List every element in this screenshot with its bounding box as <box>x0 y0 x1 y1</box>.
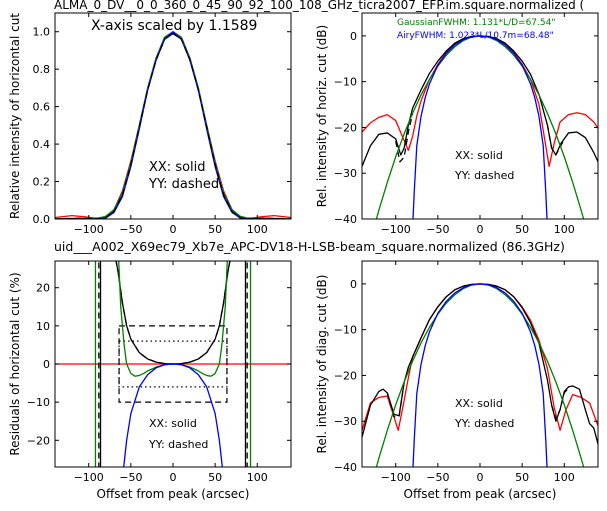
y-tick-label: 1.0 <box>33 26 51 39</box>
x-tick-label: −50 <box>119 471 142 484</box>
plot-area <box>362 283 598 467</box>
x-axis-label: Offset from peak (arcsec) <box>404 487 557 501</box>
y-tick-label: −30 <box>334 415 357 428</box>
y-tick-label: −30 <box>334 167 357 180</box>
scale-note: X-axis scaled by 1.1589 <box>91 18 257 34</box>
y-tick-label: −10 <box>334 324 357 337</box>
x-tick-label: 50 <box>208 471 222 484</box>
y-tick-label: 0 <box>43 358 50 371</box>
y-tick-label: −20 <box>334 121 357 134</box>
x-tick-label: 0 <box>170 471 177 484</box>
series-line-3 <box>546 125 565 156</box>
series-line-5 <box>412 283 548 467</box>
y-tick-label: 0 <box>350 30 357 43</box>
figure-title: ALMA_0_DV__0_0_360_0_45_90_92_100_108_GH… <box>54 0 584 12</box>
axes-frame <box>361 260 599 468</box>
series-line-3 <box>55 31 291 219</box>
y-tick-label: 20 <box>36 282 50 295</box>
series-line-3 <box>123 363 223 467</box>
x-tick-label: 0 <box>170 223 177 236</box>
style-annotation: YY: dashed <box>148 177 219 192</box>
style-annotation: XX: solid <box>149 417 197 430</box>
plot-area <box>362 35 598 219</box>
x-tick-label: −50 <box>426 223 449 236</box>
y-axis-label: Relative intensity of horizontal cut <box>8 13 22 219</box>
y-tick-label: 0 <box>350 278 357 291</box>
series-line-3 <box>551 387 569 420</box>
x-tick-label: 0 <box>477 223 484 236</box>
x-tick-label: 100 <box>247 223 268 236</box>
series-line-1 <box>115 261 231 365</box>
style-annotation: YY: dashed <box>454 169 514 182</box>
plot-area <box>55 261 291 467</box>
x-tick-label: −50 <box>426 471 449 484</box>
y-tick-label: 0.4 <box>33 138 51 151</box>
series-line-2 <box>386 382 405 418</box>
x-axis-label: Offset from peak (arcsec) <box>97 487 250 501</box>
style-annotation: XX: solid <box>149 160 206 175</box>
legend-entry: GaussianFWHM: 1.131*L/D=67.54" <box>397 18 555 28</box>
x-tick-label: 100 <box>554 223 575 236</box>
y-tick-label: −10 <box>27 396 50 409</box>
series-line-2 <box>395 113 414 163</box>
y-tick-label: 0.6 <box>33 101 51 114</box>
x-tick-label: −100 <box>74 471 104 484</box>
y-tick-label: −40 <box>334 213 357 226</box>
series-line-0 <box>115 261 231 365</box>
x-tick-label: −100 <box>381 223 411 236</box>
axes-frame <box>361 12 599 220</box>
x-tick-label: 50 <box>515 471 529 484</box>
y-tick-label: 10 <box>36 320 50 333</box>
y-axis-label: Rel. intensity of diag. cut (dB) <box>315 275 329 454</box>
y-tick-label: 0.8 <box>33 63 51 76</box>
series-line-5 <box>412 35 548 219</box>
x-tick-label: 0 <box>477 471 484 484</box>
y-axis-label: Residuals of horizontal cut (%) <box>8 272 22 455</box>
x-tick-label: −100 <box>74 223 104 236</box>
threshold-box-dotted <box>118 340 228 388</box>
y-tick-label: −20 <box>27 434 50 447</box>
style-annotation: XX: solid <box>455 149 503 162</box>
y-tick-label: −20 <box>334 369 357 382</box>
y-tick-label: 0.0 <box>33 213 51 226</box>
y-tick-label: 0.2 <box>33 176 51 189</box>
y-axis-label: Rel. intensity of horiz. cut (dB) <box>315 25 329 207</box>
legend-entry: AiryFWHM: 1.023*L/10.7m=68.48" <box>397 31 554 41</box>
mid-title: uid___A002_X69ec79_Xb7e_APC-DV18-H-LSB-b… <box>54 239 565 254</box>
plot-area <box>55 31 291 219</box>
x-tick-label: −100 <box>381 471 411 484</box>
x-tick-label: 100 <box>554 471 575 484</box>
style-annotation: YY: dashed <box>148 438 208 451</box>
x-tick-label: 100 <box>247 471 268 484</box>
x-tick-label: 50 <box>208 223 222 236</box>
x-tick-label: 50 <box>515 223 529 236</box>
panel-top-left: −100 −50 0 50 100 0.0 0.2 0.4 0.6 0.8 1.0 Relative … <box>8 12 292 236</box>
style-annotation: XX: solid <box>455 397 503 410</box>
x-tick-label: −50 <box>119 223 142 236</box>
series-line-4 <box>55 32 291 219</box>
y-tick-label: −40 <box>334 461 357 474</box>
style-annotation: YY: dashed <box>454 417 514 430</box>
series-line-2 <box>118 261 228 377</box>
y-tick-label: −10 <box>334 76 357 89</box>
